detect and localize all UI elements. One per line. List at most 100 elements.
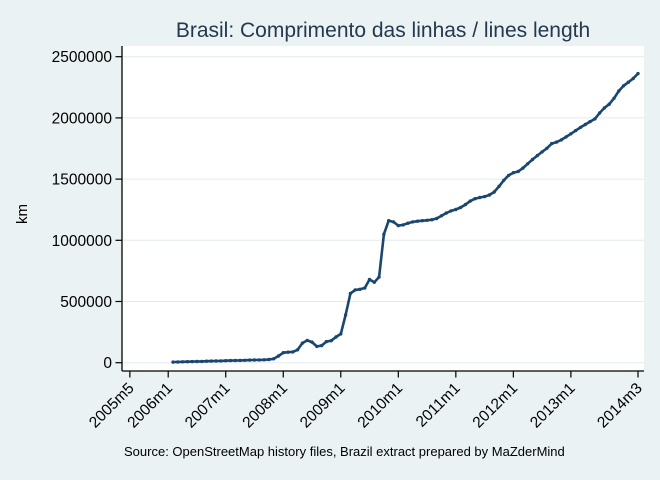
data-point [535,153,539,158]
data-point [545,146,549,150]
data-markers [171,71,640,364]
data-point [588,119,592,124]
x-tick-label: 2009m1 [297,380,349,432]
data-point [411,220,415,224]
data-point [252,358,257,362]
data-point [578,125,583,130]
data-point [372,280,376,284]
data-point [593,117,597,121]
data-point [276,354,281,358]
x-tick-label: 2013m1 [527,380,579,432]
data-point [291,350,295,354]
data-point [449,209,453,213]
data-point [209,359,214,363]
data-point [358,287,362,291]
data-point [343,313,348,317]
data-point [233,358,237,363]
data-point [621,84,626,88]
data-point [415,219,420,223]
data-point [281,351,285,355]
data-point [468,199,472,203]
data-point [564,135,568,139]
x-tick-label: 2010m1 [355,380,407,432]
data-point [176,360,180,364]
data-point [526,162,530,166]
y-tick-label: 2000000 [52,110,113,127]
data-point [540,150,544,154]
data-point [248,358,252,362]
data-point [597,111,602,115]
data-point [300,341,305,345]
data-point [348,291,353,296]
x-tick-label: 2007m1 [182,380,234,432]
data-point [382,232,386,236]
data-point [367,277,372,282]
data-point [420,219,424,223]
y-tick-label: 1500000 [52,172,113,189]
data-point [305,338,309,343]
y-tick-label: 0 [103,355,112,372]
data-series [171,71,640,364]
data-point [435,216,439,221]
data-point [190,359,194,364]
x-tick-label: 2011m1 [413,380,464,431]
data-point [482,194,487,199]
data-point [286,350,290,354]
data-point [492,190,496,194]
data-point [243,358,247,362]
data-point [631,76,635,81]
data-point [339,332,343,336]
data-point [430,218,434,222]
data-point [180,360,185,364]
data-point [458,205,463,210]
data-point [530,157,535,162]
data-point [200,359,204,364]
data-point [463,202,468,207]
data-point [550,141,554,146]
data-point [487,193,492,197]
chart-title: Brasil: Comprimento das linhas / lines l… [176,19,590,42]
data-point [473,197,477,201]
data-point [195,359,199,364]
data-point [171,360,175,364]
data-point [319,343,324,348]
data-point [617,89,621,93]
data-point [444,211,448,215]
data-point [272,357,276,361]
data-point [612,96,616,101]
source-note: Source: OpenStreetMap history files, Bra… [124,444,565,459]
plot-area [122,46,644,371]
data-point [502,178,506,182]
data-point [334,335,338,339]
data-point [396,223,400,228]
data-point [497,184,501,189]
data-point [353,288,357,292]
data-point [228,358,233,363]
data-point [569,132,573,136]
data-point [363,286,367,290]
data-point [387,219,391,223]
data-point [554,140,559,144]
y-axis-title: km [14,204,31,224]
data-point [391,220,396,224]
data-point [559,138,563,142]
data-point [238,358,242,363]
data-point [267,357,271,362]
data-point [406,221,410,225]
data-point [329,339,333,343]
data-point [574,128,578,133]
data-point [583,122,587,127]
data-point [425,218,429,222]
data-point [214,359,218,363]
x-tick-label: 2014m3 [594,380,646,432]
data-point [602,106,607,110]
data-point [219,359,223,363]
data-point [454,207,458,212]
data-point [636,71,640,76]
y-tick-label: 500000 [60,294,112,311]
data-point [521,166,525,170]
data-point [295,348,300,352]
data-point [185,360,190,364]
data-point [478,195,482,200]
